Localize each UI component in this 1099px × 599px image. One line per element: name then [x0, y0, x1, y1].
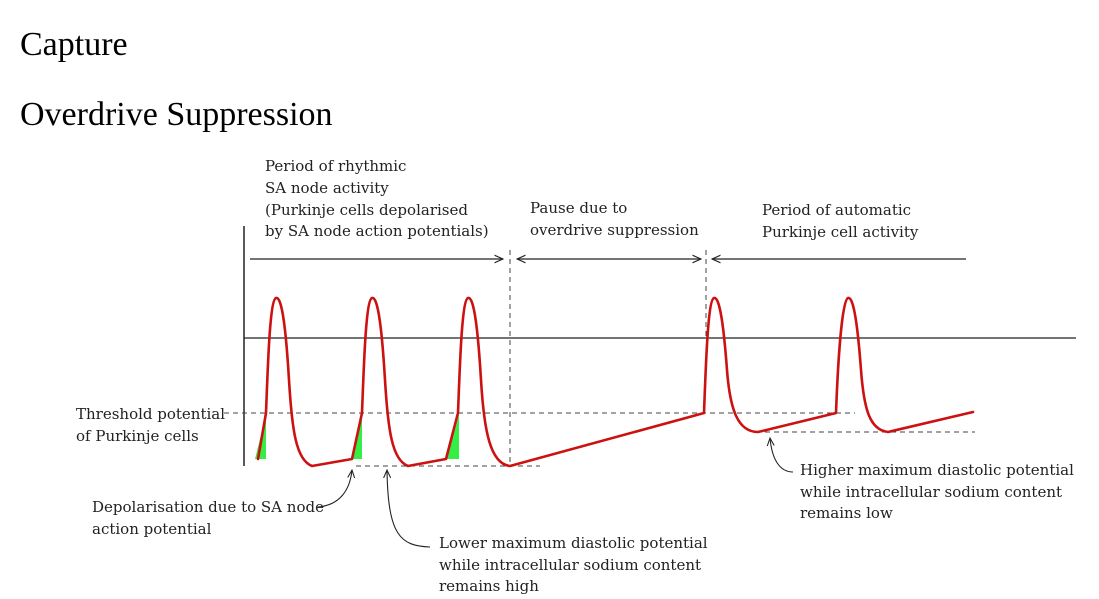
page-title: Capture	[20, 26, 128, 63]
depolarisation-pointer	[317, 470, 352, 508]
automatic-period-label: Period of automatic Purkinje cell activi…	[762, 201, 919, 241]
lower-mdp-label: Lower maximum diastolic potential while …	[439, 534, 712, 595]
depolarisation-label: Depolarisation due to SA node action pot…	[92, 498, 329, 538]
action-potential-trace	[256, 296, 975, 468]
higher-mdp-label: Higher maximum diastolic potential while…	[800, 461, 1079, 522]
pause-label: Pause due to overdrive suppression	[530, 199, 699, 239]
higher-mdp-pointer	[770, 438, 794, 473]
page-subtitle: Overdrive Suppression	[20, 96, 333, 133]
threshold-label: Threshold potential of Purkinje cells	[76, 405, 230, 445]
lower-mdp-pointer	[387, 470, 431, 548]
rhythmic-period-label: Period of rhythmic SA node activity (Pur…	[265, 157, 489, 240]
